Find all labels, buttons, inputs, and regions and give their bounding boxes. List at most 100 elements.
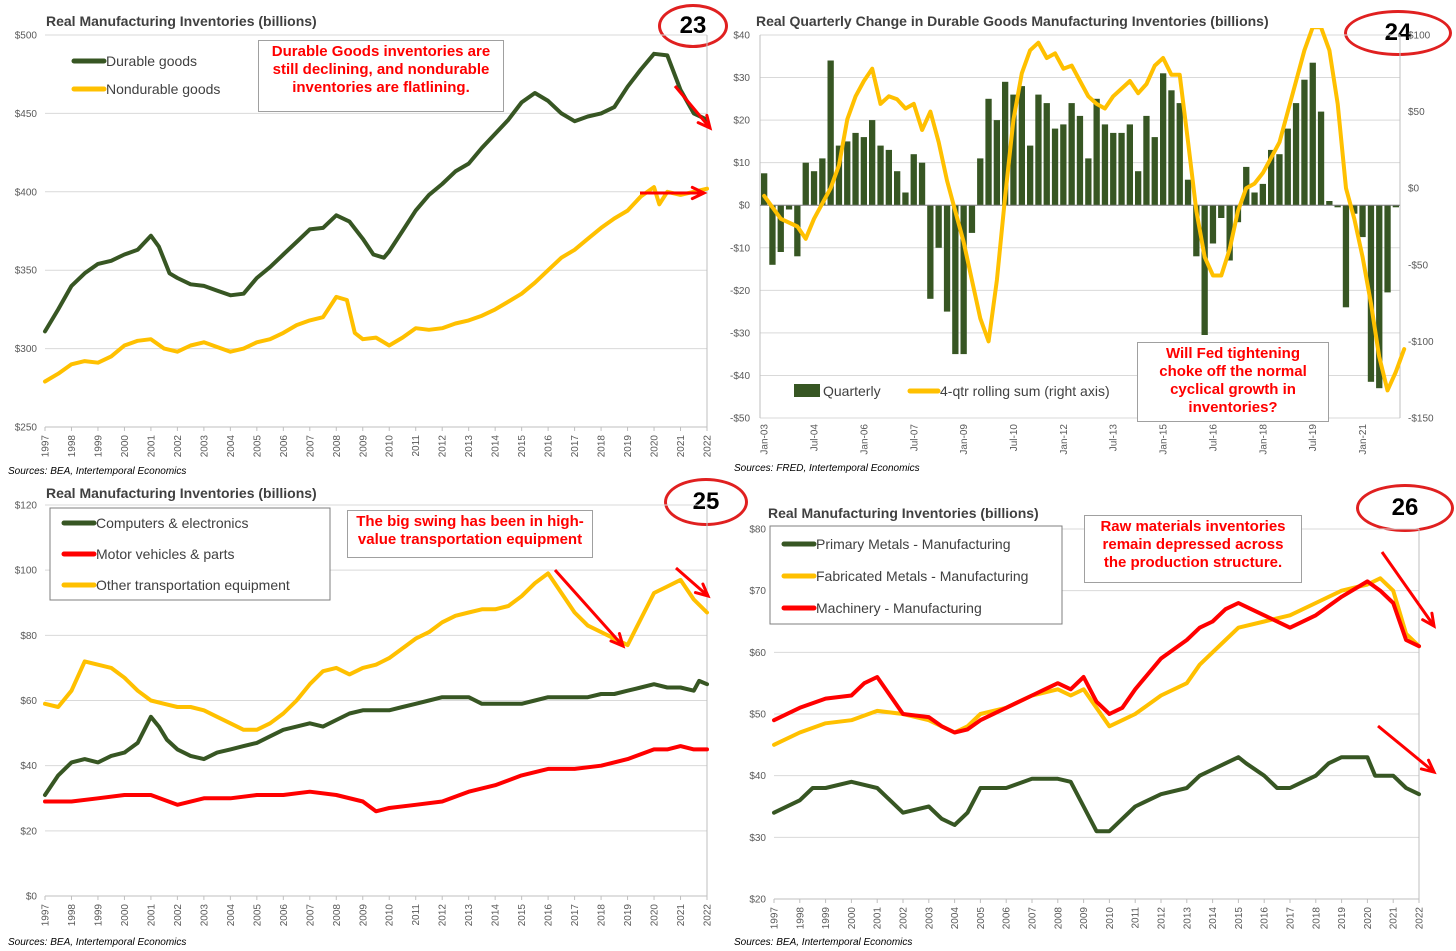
y-tick-label: -$10 — [730, 243, 750, 254]
series-line-1 — [43, 678, 709, 797]
bar — [1135, 171, 1142, 206]
chart-source: Sources: BEA, Intertemporal Economics — [734, 937, 913, 948]
x-tick-label: 2011 — [411, 904, 422, 926]
bar — [794, 205, 801, 257]
bar — [869, 120, 876, 206]
x-tick-label: 2006 — [1002, 907, 1013, 930]
x-tick-label: 1998 — [795, 907, 806, 930]
x-tick-label: 2014 — [1208, 907, 1219, 930]
bar — [1268, 149, 1275, 206]
x-tick-label: 2013 — [1182, 907, 1193, 930]
bar — [777, 205, 784, 252]
y-tick-label: $0 — [26, 892, 38, 903]
bar — [1068, 103, 1075, 206]
bar — [852, 132, 859, 206]
x-tick-label: 2017 — [570, 435, 581, 458]
x-tick-label: 2021 — [676, 435, 687, 458]
chart-24: -$50 -$40 -$30 -$20 -$10 $0 $10 $20 $30 $40 -$150 -… — [730, 28, 1434, 455]
y2-tick-label: $50 — [1408, 107, 1425, 118]
red-arrow-shaft — [675, 566, 709, 598]
y-tick-label: $40 — [20, 761, 37, 772]
y-tick-label: $80 — [749, 525, 766, 536]
x-tick-label: 2018 — [1311, 907, 1322, 930]
x-tick-label: 2006 — [279, 904, 290, 927]
x-tick-label: 2010 — [385, 904, 396, 927]
legend-label: Motor vehicles & parts — [96, 546, 235, 562]
red-arrow-shaft — [1377, 724, 1435, 774]
red-arrow-head — [693, 582, 711, 599]
bar — [1259, 183, 1266, 206]
series-line-3 — [43, 571, 709, 732]
y-tick-label: -$20 — [730, 286, 750, 297]
legend-box — [49, 507, 331, 601]
annotation-note: Durable Goods inventories are still decl… — [258, 40, 504, 112]
legend-label: Nondurable goods — [106, 81, 220, 97]
annotation-note: Will Fed tightening choke off the normal… — [1137, 342, 1329, 422]
legend-label: Fabricated Metals - Manufacturing — [816, 568, 1028, 584]
y2-tick-label: $100 — [1408, 31, 1431, 42]
chart-source: Sources: BEA, Intertemporal Economics — [8, 466, 187, 477]
x-tick-label: 2022 — [1415, 907, 1426, 930]
y-tick-label: $20 — [733, 116, 750, 127]
bar — [1160, 73, 1167, 206]
x-tick-label: 2005 — [252, 435, 263, 458]
y-tick-label: $10 — [733, 158, 750, 169]
bar — [1051, 128, 1059, 206]
x-tick-label: 2014 — [491, 435, 502, 458]
bar — [1101, 124, 1109, 206]
x-tick-label: 2004 — [226, 435, 237, 458]
series-line-2 — [43, 744, 709, 814]
x-tick-label: 2007 — [305, 435, 316, 458]
series-line-1 — [772, 755, 1421, 834]
bar — [1309, 62, 1316, 206]
bar — [1392, 205, 1399, 208]
bar — [1043, 103, 1050, 206]
x-tick-label: 2019 — [623, 435, 634, 458]
chart-26: $20 $30 $40 $50 $60 $70 $80 1997 1998 1999 2000 200… — [749, 525, 1437, 930]
x-tick-label: Jul-13 — [1109, 424, 1120, 452]
red-arrow-head — [1421, 611, 1436, 629]
bar — [1317, 111, 1325, 206]
x-tick-label: 2013 — [464, 904, 475, 927]
chart-number-badge: 23 — [658, 4, 728, 48]
bar — [1093, 98, 1100, 206]
y-tick-label: $70 — [749, 586, 766, 597]
bar — [1018, 86, 1025, 206]
x-tick-label: 2000 — [847, 907, 858, 930]
bar — [1226, 205, 1233, 261]
y-tick-label: -$40 — [730, 371, 750, 382]
bar — [1201, 205, 1208, 335]
bar — [885, 149, 892, 206]
x-tick-label: 1999 — [93, 904, 104, 927]
x-tick-label: 2008 — [1053, 907, 1064, 930]
series-line-2 — [43, 185, 709, 384]
x-tick-label: 2016 — [544, 435, 555, 458]
bar — [1251, 192, 1258, 206]
chart-title: Real Quarterly Change in Durable Goods M… — [756, 13, 1269, 29]
bar — [1060, 124, 1067, 206]
bar — [877, 145, 884, 206]
x-tick-label: 2022 — [703, 904, 714, 927]
bar — [1376, 205, 1383, 389]
bar — [860, 137, 867, 206]
x-tick-label: 2017 — [570, 904, 581, 927]
x-tick-label: 2020 — [1363, 907, 1374, 930]
x-tick-label: Jan-12 — [1059, 424, 1070, 455]
red-arrow-head — [609, 632, 626, 649]
chart-number-badge: 24 — [1344, 10, 1452, 56]
y-tick-label: $30 — [749, 833, 766, 844]
x-tick-label: 1999 — [93, 435, 104, 458]
red-arrow-head — [690, 185, 708, 201]
x-tick-label: Jan-03 — [760, 424, 771, 455]
x-tick-label: 2009 — [1079, 907, 1090, 930]
x-tick-label: 2003 — [199, 904, 210, 927]
y-tick-label: $50 — [749, 710, 766, 721]
chart-title: Real Manufacturing Inventories (billions… — [46, 485, 317, 501]
x-tick-label: 2004 — [950, 907, 961, 930]
chart-source: Sources: FRED, Intertemporal Economics — [734, 463, 920, 474]
legend-swatch — [794, 384, 820, 397]
bar — [1168, 90, 1175, 206]
x-tick-label: Jul-16 — [1208, 424, 1219, 452]
bar — [1292, 103, 1300, 206]
x-tick-label: 2007 — [1028, 907, 1039, 930]
